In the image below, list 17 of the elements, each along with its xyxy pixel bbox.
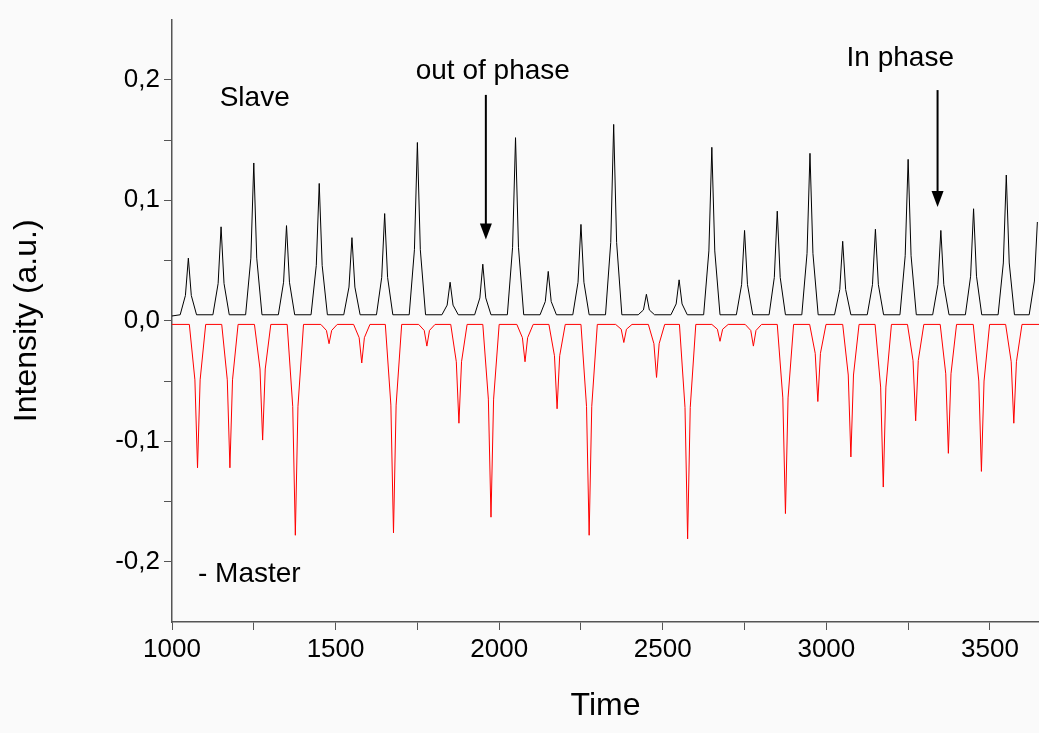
annotation: In phase — [846, 41, 954, 73]
x-tick-label: 3000 — [797, 632, 856, 663]
y-tick-label: -0,1 — [115, 424, 160, 455]
x-tick-label: 2000 — [470, 632, 529, 663]
y-tick-label: -0,2 — [115, 544, 160, 575]
x-tick-label: 2500 — [633, 632, 692, 663]
x-tick-label: 1000 — [143, 632, 201, 663]
y-tick-label: 0,2 — [123, 63, 160, 94]
y-tick-label: 0,0 — [123, 303, 160, 334]
annotation: out of phase — [415, 53, 570, 85]
text: Slave — [219, 80, 290, 112]
y-axis-title: Intensity (a.u.) — [7, 219, 44, 423]
series-label: - Master — [198, 556, 301, 588]
y-tick-label: 0,1 — [123, 183, 160, 214]
x-tick-label: 3500 — [961, 632, 1019, 663]
x-axis-title: Time — [570, 685, 641, 722]
x-tick-label: 1500 — [306, 632, 365, 663]
